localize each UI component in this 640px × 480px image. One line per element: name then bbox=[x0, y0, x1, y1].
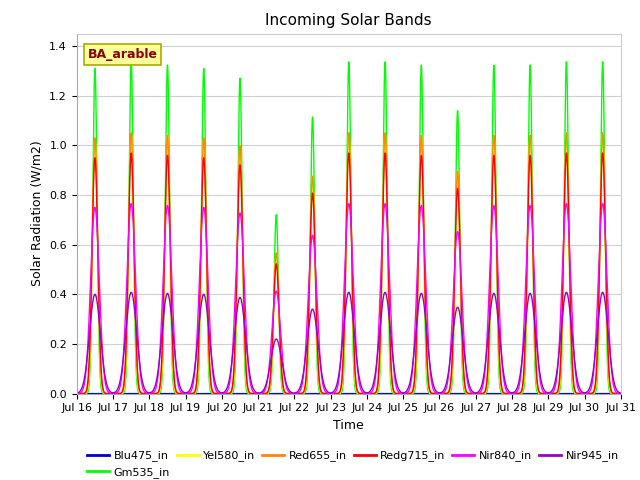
Redg715_in bbox=[184, 391, 191, 396]
X-axis label: Time: Time bbox=[333, 419, 364, 432]
Red655_in bbox=[184, 391, 191, 396]
Redg715_in bbox=[424, 370, 431, 376]
Nir945_in bbox=[276, 350, 284, 356]
Red655_in bbox=[599, 130, 607, 136]
Gm535_in bbox=[599, 59, 607, 65]
Redg715_in bbox=[617, 391, 625, 396]
Redg715_in bbox=[599, 150, 607, 156]
Yel580_in bbox=[615, 391, 623, 396]
Nir840_in bbox=[189, 381, 197, 387]
Line: Yel580_in: Yel580_in bbox=[77, 133, 621, 394]
Gm535_in bbox=[615, 391, 623, 396]
Nir945_in bbox=[73, 390, 81, 396]
Nir840_in bbox=[276, 326, 284, 332]
Red655_in bbox=[501, 391, 509, 396]
Blu475_in bbox=[424, 391, 431, 396]
Redg715_in bbox=[189, 390, 197, 396]
Gm535_in bbox=[184, 391, 191, 396]
Line: Nir840_in: Nir840_in bbox=[77, 204, 621, 394]
Blu475_in bbox=[617, 391, 625, 396]
Nir840_in bbox=[501, 384, 509, 389]
Nir945_in bbox=[189, 376, 197, 382]
Text: BA_arable: BA_arable bbox=[88, 48, 157, 61]
Yel580_in bbox=[73, 391, 81, 396]
Line: Gm535_in: Gm535_in bbox=[77, 62, 621, 394]
Nir840_in bbox=[424, 327, 431, 333]
Blu475_in bbox=[615, 391, 623, 396]
Redg715_in bbox=[276, 344, 284, 350]
Yel580_in bbox=[424, 380, 431, 386]
Red655_in bbox=[276, 347, 284, 353]
Blu475_in bbox=[184, 391, 191, 396]
Nir840_in bbox=[184, 391, 191, 396]
Red655_in bbox=[615, 391, 623, 396]
Yel580_in bbox=[617, 391, 625, 396]
Redg715_in bbox=[73, 391, 81, 396]
Gm535_in bbox=[189, 391, 197, 396]
Y-axis label: Solar Radiation (W/m2): Solar Radiation (W/m2) bbox=[31, 141, 44, 287]
Blu475_in bbox=[189, 391, 197, 396]
Legend: Blu475_in, Gm535_in, Yel580_in, Red655_in, Redg715_in, Nir840_in, Nir945_in: Blu475_in, Gm535_in, Yel580_in, Red655_i… bbox=[83, 446, 623, 480]
Gm535_in bbox=[424, 386, 431, 392]
Red655_in bbox=[424, 375, 431, 381]
Line: Redg715_in: Redg715_in bbox=[77, 153, 621, 394]
Nir945_in bbox=[184, 389, 191, 395]
Yel580_in bbox=[184, 391, 191, 396]
Gm535_in bbox=[276, 362, 284, 368]
Nir840_in bbox=[617, 391, 625, 396]
Gm535_in bbox=[617, 391, 625, 396]
Gm535_in bbox=[501, 391, 509, 396]
Blu475_in bbox=[501, 391, 509, 396]
Nir945_in bbox=[615, 390, 623, 396]
Nir945_in bbox=[617, 390, 625, 396]
Nir945_in bbox=[424, 341, 431, 347]
Line: Red655_in: Red655_in bbox=[77, 133, 621, 394]
Nir840_in bbox=[73, 391, 81, 396]
Red655_in bbox=[73, 391, 81, 396]
Yel580_in bbox=[501, 391, 509, 396]
Yel580_in bbox=[599, 130, 607, 136]
Redg715_in bbox=[501, 391, 509, 396]
Line: Nir945_in: Nir945_in bbox=[77, 292, 621, 393]
Yel580_in bbox=[189, 391, 197, 396]
Red655_in bbox=[617, 391, 625, 396]
Red655_in bbox=[189, 391, 197, 396]
Title: Incoming Solar Bands: Incoming Solar Bands bbox=[266, 13, 432, 28]
Blu475_in bbox=[73, 391, 81, 396]
Nir840_in bbox=[615, 391, 623, 396]
Gm535_in bbox=[73, 391, 81, 396]
Nir945_in bbox=[599, 289, 607, 295]
Redg715_in bbox=[615, 391, 623, 396]
Nir840_in bbox=[599, 201, 607, 206]
Blu475_in bbox=[276, 391, 284, 396]
Yel580_in bbox=[276, 354, 284, 360]
Nir945_in bbox=[501, 378, 509, 384]
